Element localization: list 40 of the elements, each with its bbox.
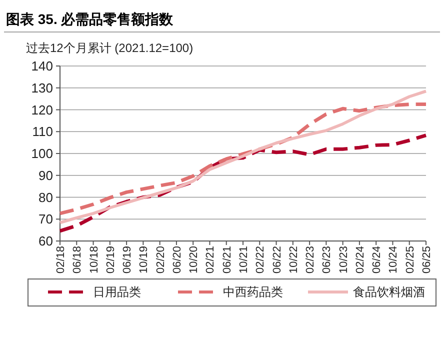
x-tick-label: 02/18 — [55, 246, 67, 274]
x-tick-label: 02/20 — [154, 246, 167, 274]
y-tick-label: 100 — [31, 146, 53, 162]
line-series — [58, 102, 428, 216]
line-series — [58, 134, 428, 233]
x-tick-label: 10/21 — [238, 246, 250, 274]
y-tick-label: 80 — [38, 190, 53, 205]
x-tick-label: 06/21 — [221, 246, 234, 274]
x-tick-label: 02/22 — [254, 246, 267, 274]
x-tick-label: 06/19 — [122, 246, 134, 274]
y-axis-title: 过去12个月累计 (2021.12=100) — [26, 41, 194, 55]
legend-label: 日用品类 — [93, 285, 141, 300]
legend-label: 中西药品类 — [223, 285, 283, 300]
y-tick-label: 60 — [38, 234, 53, 249]
line-series — [58, 90, 428, 224]
y-tick-label: 90 — [38, 168, 53, 183]
x-tick-label: 06/20 — [171, 246, 184, 274]
x-tick-label: 10/22 — [288, 246, 300, 274]
x-tick-label: 02/19 — [104, 246, 117, 274]
y-tick-label: 130 — [31, 80, 53, 96]
x-tick-label: 06/23 — [321, 246, 334, 274]
x-tick-label: 02/23 — [304, 246, 317, 274]
x-tick-label: 10/20 — [188, 246, 200, 274]
legend-label: 食品饮料烟酒 — [353, 285, 425, 300]
x-tick-label: 10/23 — [338, 246, 350, 274]
y-tick-label: 140 — [31, 58, 53, 74]
x-tick-label: 02/25 — [404, 246, 416, 274]
chart-title: 图表 35. 必需品零售额指数 — [6, 11, 174, 27]
x-tick-label: 06/18 — [72, 246, 84, 274]
x-tick-label: 02/21 — [204, 246, 217, 274]
y-tick-label: 120 — [31, 102, 53, 118]
x-tick-label: 06/22 — [271, 246, 284, 274]
x-tick-label: 06/25 — [421, 246, 433, 274]
x-tick-label: 02/24 — [354, 246, 366, 274]
x-tick-label: 10/19 — [138, 246, 150, 274]
x-tick-label: 06/24 — [371, 246, 384, 274]
y-tick-label: 70 — [38, 212, 53, 227]
y-tick-label: 110 — [32, 124, 53, 140]
x-tick-label: 10/18 — [88, 246, 100, 274]
x-tick-label: 10/24 — [388, 246, 400, 274]
